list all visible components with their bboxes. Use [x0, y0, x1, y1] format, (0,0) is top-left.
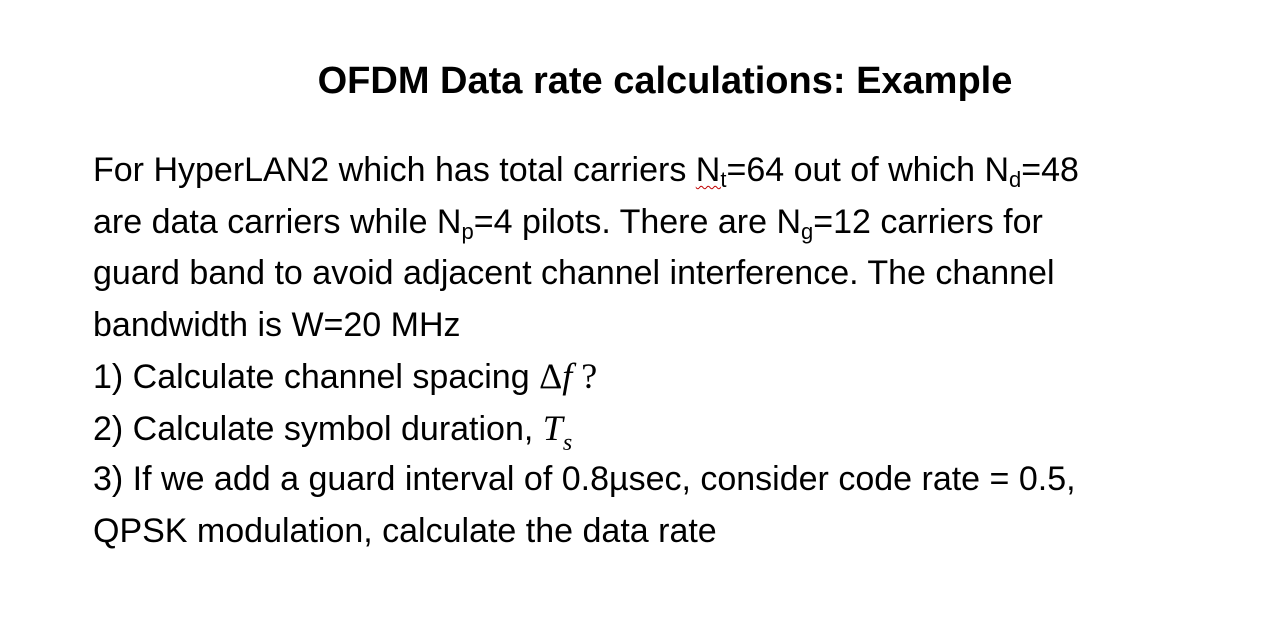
nd-symbol: Nd — [984, 151, 1022, 192]
ts-subscript: s — [562, 429, 573, 456]
ng-base: N — [776, 202, 802, 241]
ts-base: T — [542, 407, 563, 448]
intro-text-2a: are data carriers while — [93, 202, 437, 241]
intro-text-1b: =64 out of which — [726, 151, 985, 189]
f-symbol: f — [562, 356, 573, 396]
nt-symbol: Nt — [695, 151, 727, 192]
question-3-line-2: QPSK modulation, calculate the data rate — [93, 511, 717, 550]
intro-text-1a: For HyperLAN2 which has total carriers — [93, 151, 696, 189]
ng-subscript: g — [801, 218, 814, 244]
ng-symbol: Ng — [776, 202, 814, 244]
slide-title: OFDM Data rate calculations: Example — [317, 60, 1013, 102]
body-line-3: guard band to avoid adjacent channel int… — [93, 254, 1055, 292]
nt-base: N — [695, 151, 721, 189]
intro-text-1c: =48 — [1021, 151, 1079, 189]
question-mark: ? — [572, 356, 598, 396]
question-2-text: 2) Calculate symbol duration, — [93, 409, 543, 448]
body-line-4: bandwidth is W=20 MHz — [93, 305, 461, 344]
intro-text-2b: =4 pilots. There are — [473, 202, 777, 241]
question-3-line-1: 3) If we add a guard interval of 0.8µsec… — [93, 460, 1076, 498]
intro-text-2c: =12 carriers for — [813, 202, 1043, 241]
np-symbol: Np — [436, 202, 474, 244]
nd-subscript: d — [1009, 167, 1022, 192]
body-line-2: are data carriers while Np=4 pilots. The… — [93, 197, 1263, 249]
delta-symbol: Δ — [539, 356, 563, 396]
np-subscript: p — [461, 218, 474, 244]
nt-subscript: t — [720, 167, 727, 192]
question-1: 1) Calculate channel spacing Δf ? — [93, 351, 1263, 403]
ts-symbol: Ts — [542, 407, 572, 455]
question-1-text: 1) Calculate channel spacing — [93, 358, 540, 396]
nd-base: N — [984, 151, 1010, 189]
slide-body: For HyperLAN2 which has total carriers N… — [93, 145, 1263, 557]
question-2: 2) Calculate symbol duration, Ts — [93, 403, 1263, 455]
body-line-1: For HyperLAN2 which has total carriers N… — [93, 145, 1263, 197]
np-base: N — [436, 202, 462, 241]
